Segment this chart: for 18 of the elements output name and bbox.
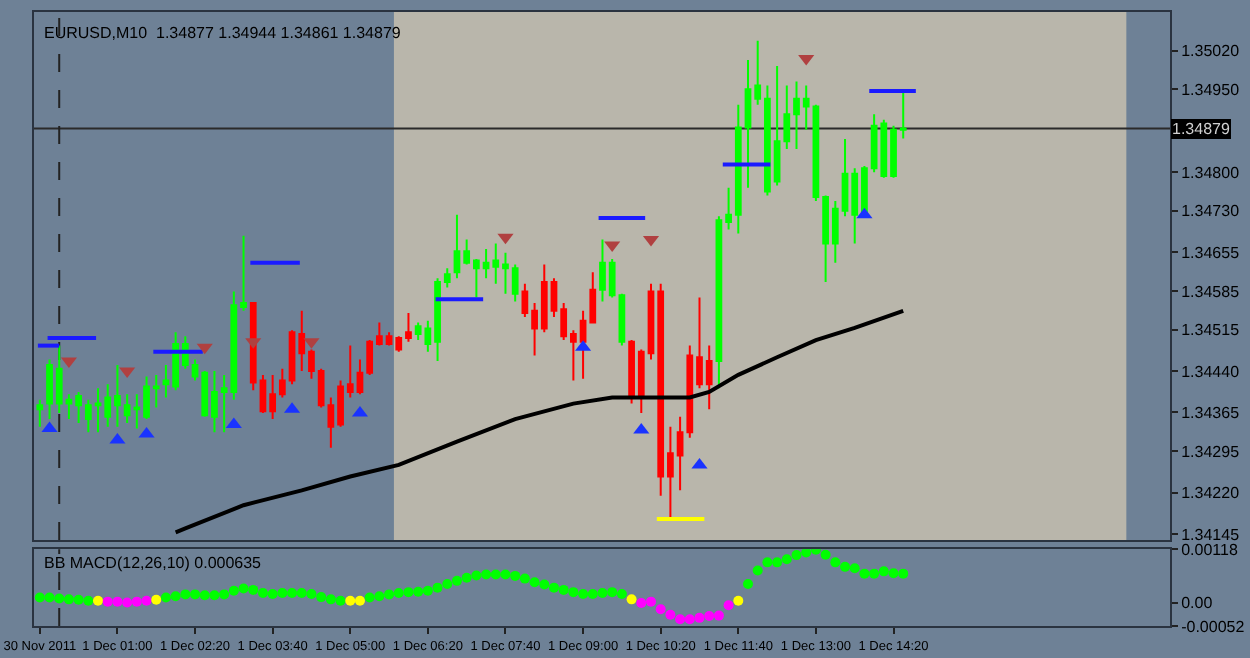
- y-tick-label: 1.34440: [1181, 362, 1241, 381]
- y-tick-label: 1.34220: [1181, 484, 1241, 503]
- y-tick-label: 1.34655: [1181, 243, 1241, 262]
- y-tick-label: 1.34515: [1181, 321, 1241, 340]
- chart-title: BB MACD(12,26,10) 0.000635: [44, 554, 263, 572]
- y-tick-label: 1.34585: [1181, 282, 1241, 301]
- y-tick-label: 1.34800: [1181, 163, 1241, 182]
- text: EURUSD,M10 1.34877 1.34944 1.34861 1.34879: [44, 24, 402, 42]
- y-tick-label: 0.00118: [1181, 540, 1239, 559]
- ref-line-label: 1.34879: [1172, 120, 1231, 138]
- y-tick-label: 1.34950: [1181, 80, 1241, 99]
- y-tick-label: -0.00052: [1181, 617, 1246, 636]
- y-tick-label: 1.35020: [1181, 42, 1241, 61]
- y-tick-label: 1.34730: [1181, 202, 1241, 221]
- y-tick-label: 1.34145: [1181, 525, 1241, 544]
- y-tick-label: 1.34365: [1181, 404, 1241, 423]
- y-tick-label: 0.00: [1181, 594, 1214, 613]
- y-tick-label: 1.34295: [1181, 442, 1241, 461]
